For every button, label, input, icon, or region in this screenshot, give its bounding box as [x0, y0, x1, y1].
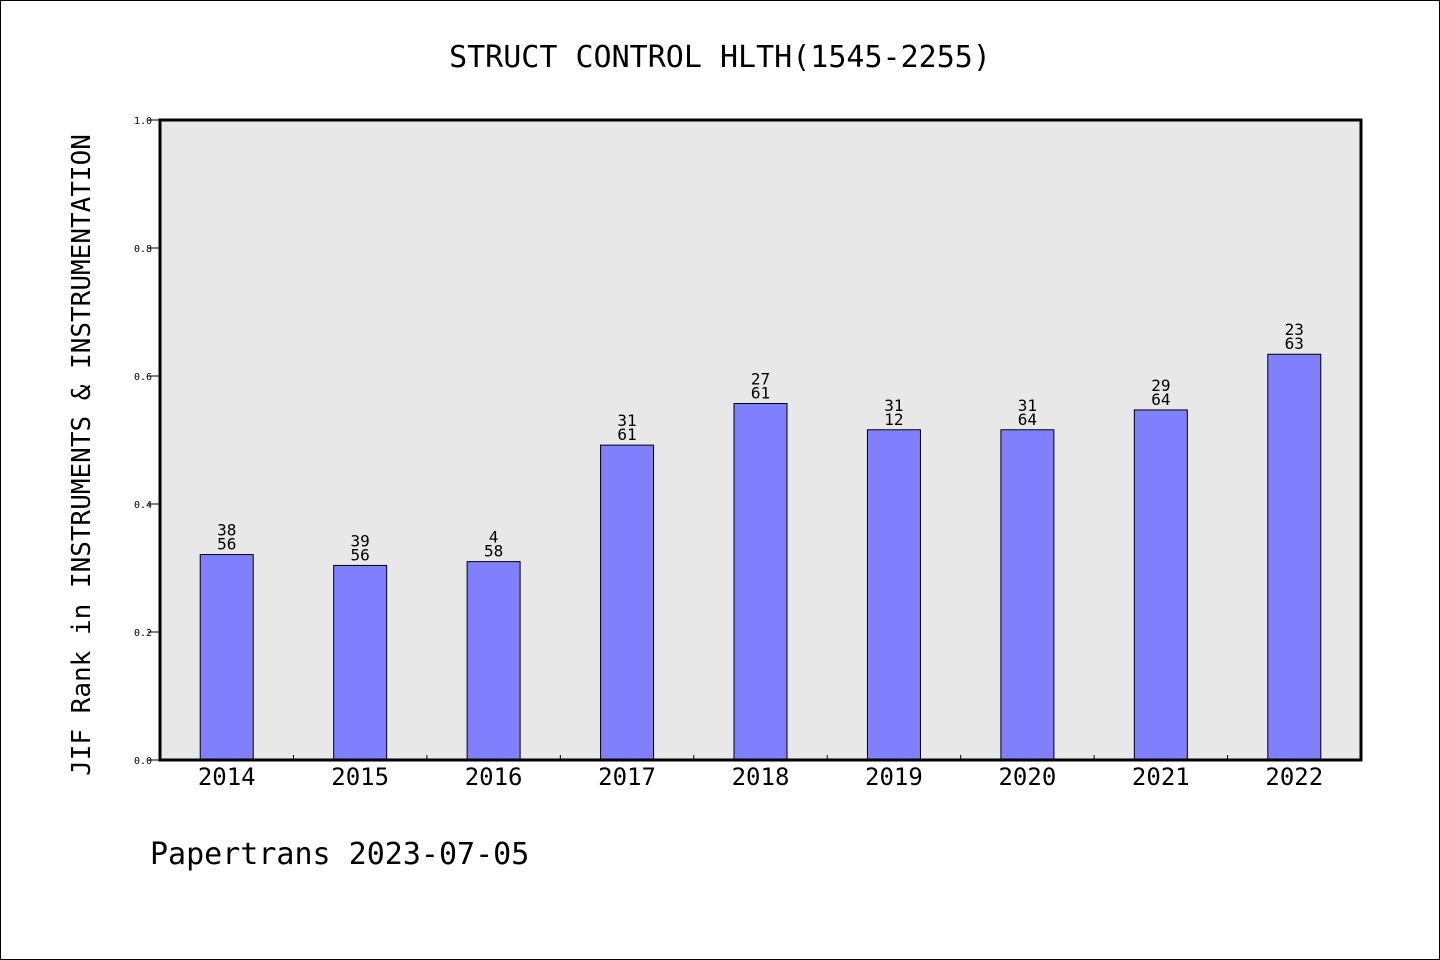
bar-label-bottom: 12	[884, 410, 903, 429]
y-tick-label: 0.6	[134, 372, 152, 383]
bar	[866, 429, 921, 761]
x-tick-label: 2018	[732, 763, 790, 791]
bar-label-top: 4	[489, 528, 499, 547]
bar-label-top: 39	[351, 531, 370, 550]
bar-label-bottom: 61	[751, 384, 770, 403]
bar-label-top: 38	[217, 521, 236, 540]
y-axis: 0.0 0.2 0.4 0.6 0.8 1.0	[134, 116, 160, 767]
plot-border	[158, 118, 1363, 762]
bar-label-top: 29	[1151, 376, 1170, 395]
bar-label-bottom: 63	[1285, 334, 1304, 353]
x-tick-label: 2021	[1132, 763, 1190, 791]
y-tick-label: 1.0	[134, 116, 152, 127]
x-tick-label: 2019	[865, 763, 923, 791]
bar-label-top: 31	[1018, 396, 1037, 415]
bar-label-top: 23	[1285, 320, 1304, 339]
bar	[1267, 353, 1322, 761]
x-tick-label: 2014	[198, 763, 256, 791]
bar-label-bottom: 56	[351, 545, 370, 564]
footer-text: Papertrans 2023-07-05	[150, 837, 529, 872]
bar-label-bottom: 61	[617, 425, 636, 444]
y-tick-label: 0.0	[134, 756, 152, 767]
bar	[466, 561, 521, 761]
bar	[600, 444, 655, 761]
y-tick-label: 0.4	[134, 500, 152, 511]
bar	[333, 564, 388, 761]
chart-title: STRUCT CONTROL HLTH(1545-2255)	[449, 40, 991, 75]
x-tick-label: 2020	[998, 763, 1056, 791]
bar-label-top: 31	[884, 396, 903, 415]
x-tick-label: 2016	[465, 763, 523, 791]
y-tick-label: 0.8	[134, 244, 152, 255]
bar-label-bottom: 64	[1018, 410, 1037, 429]
bar-label-bottom: 64	[1151, 390, 1170, 409]
bar	[1000, 429, 1055, 761]
x-axis: 2014 2015 2016 2017 2018 2019 2020 2021 2022	[198, 755, 1323, 791]
bar	[733, 403, 788, 761]
bar-label-bottom: 56	[217, 535, 236, 554]
y-axis-label: JIF Rank in INSTRUMENTS & INSTRUMENTATIO…	[67, 134, 97, 776]
x-tick-label: 2022	[1265, 763, 1323, 791]
y-tick-label: 0.2	[134, 628, 152, 639]
x-tick-label: 2017	[598, 763, 656, 791]
bar	[1133, 409, 1188, 761]
bar-label-top: 31	[617, 411, 636, 430]
bar-series	[199, 353, 1322, 761]
bar-label-bottom: 58	[484, 542, 503, 561]
bar-label-top: 27	[751, 370, 770, 389]
bar	[199, 554, 254, 761]
x-tick-label: 2015	[331, 763, 389, 791]
